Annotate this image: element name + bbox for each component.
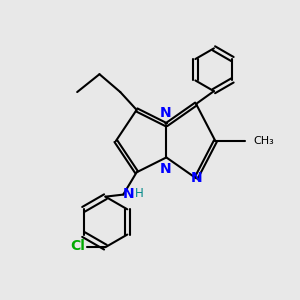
Text: CH₃: CH₃ [254,136,274,146]
Text: N: N [159,106,171,120]
Text: N: N [122,187,134,201]
Text: Cl: Cl [70,239,85,253]
Text: H: H [135,187,144,200]
Text: N: N [159,163,171,176]
Text: N: N [190,171,202,185]
